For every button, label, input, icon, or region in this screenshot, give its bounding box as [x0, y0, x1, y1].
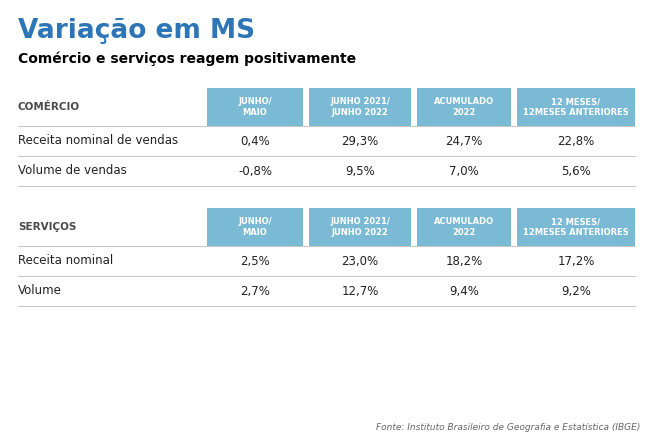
- Text: Volume: Volume: [18, 285, 62, 297]
- Text: 12 MESES/
12MESES ANTERIORES: 12 MESES/ 12MESES ANTERIORES: [523, 97, 629, 117]
- FancyBboxPatch shape: [207, 208, 303, 246]
- Text: 22,8%: 22,8%: [558, 135, 595, 147]
- Text: 9,4%: 9,4%: [449, 285, 479, 297]
- Text: Receita nominal de vendas: Receita nominal de vendas: [18, 135, 178, 147]
- Text: 2,7%: 2,7%: [240, 285, 270, 297]
- Text: 2,5%: 2,5%: [240, 254, 270, 268]
- Text: SERVIÇOS: SERVIÇOS: [18, 222, 77, 232]
- FancyBboxPatch shape: [309, 208, 411, 246]
- FancyBboxPatch shape: [517, 208, 635, 246]
- Text: 18,2%: 18,2%: [446, 254, 482, 268]
- Text: JUNHO 2021/
JUNHO 2022: JUNHO 2021/ JUNHO 2022: [330, 217, 390, 237]
- FancyBboxPatch shape: [417, 208, 511, 246]
- Text: -0,8%: -0,8%: [238, 165, 272, 177]
- FancyBboxPatch shape: [417, 88, 511, 126]
- Text: JUNHO/
MAIO: JUNHO/ MAIO: [238, 97, 272, 117]
- Text: Variação em MS: Variação em MS: [18, 18, 255, 44]
- Text: 9,5%: 9,5%: [345, 165, 375, 177]
- Text: JUNHO 2021/
JUNHO 2022: JUNHO 2021/ JUNHO 2022: [330, 97, 390, 117]
- Text: 9,2%: 9,2%: [561, 285, 591, 297]
- Text: COMÉRCIO: COMÉRCIO: [18, 102, 80, 112]
- Text: Fonte: Instituto Brasileiro de Geografia e Estatística (IBGE): Fonte: Instituto Brasileiro de Geografia…: [376, 423, 640, 432]
- Text: Volume de vendas: Volume de vendas: [18, 165, 127, 177]
- Text: 12,7%: 12,7%: [341, 285, 379, 297]
- Text: ACUMULADO
2022: ACUMULADO 2022: [434, 97, 494, 117]
- Text: Receita nominal: Receita nominal: [18, 254, 114, 268]
- Text: 23,0%: 23,0%: [341, 254, 379, 268]
- Text: 12 MESES/
12MESES ANTERIORES: 12 MESES/ 12MESES ANTERIORES: [523, 217, 629, 237]
- Text: 7,0%: 7,0%: [449, 165, 479, 177]
- Text: 24,7%: 24,7%: [446, 135, 482, 147]
- Text: 17,2%: 17,2%: [557, 254, 595, 268]
- FancyBboxPatch shape: [517, 88, 635, 126]
- Text: ACUMULADO
2022: ACUMULADO 2022: [434, 217, 494, 237]
- Text: 0,4%: 0,4%: [240, 135, 270, 147]
- Text: Comércio e serviços reagem positivamente: Comércio e serviços reagem positivamente: [18, 52, 356, 66]
- FancyBboxPatch shape: [207, 88, 303, 126]
- Text: 29,3%: 29,3%: [341, 135, 379, 147]
- FancyBboxPatch shape: [309, 88, 411, 126]
- Text: 5,6%: 5,6%: [561, 165, 591, 177]
- Text: JUNHO/
MAIO: JUNHO/ MAIO: [238, 217, 272, 237]
